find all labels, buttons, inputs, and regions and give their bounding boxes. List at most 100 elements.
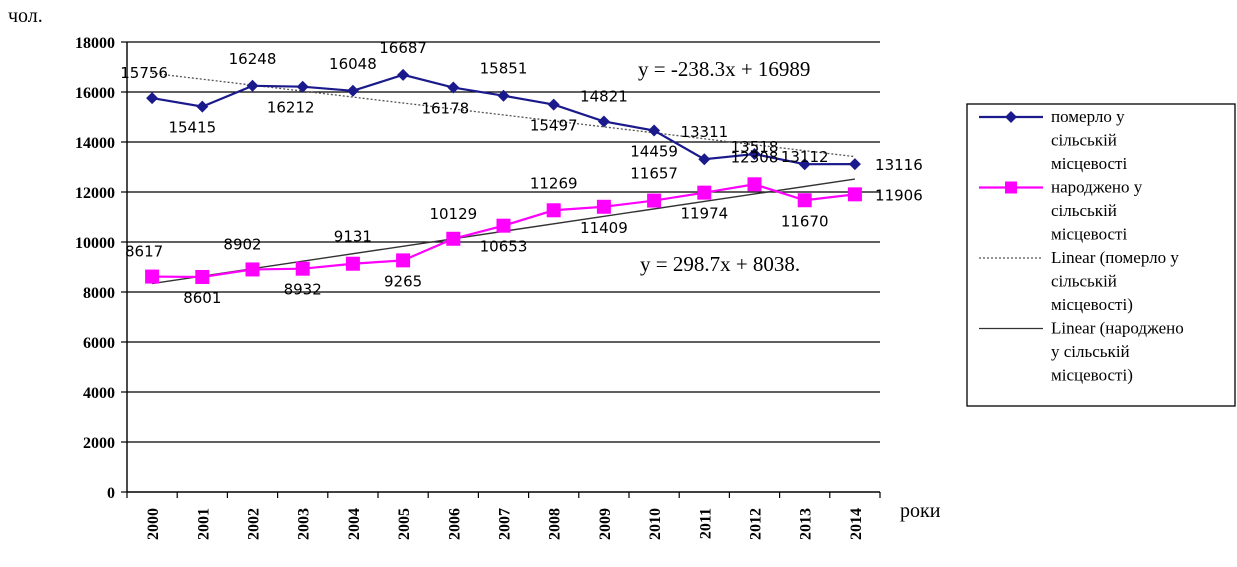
point-deaths <box>597 115 610 128</box>
point-deaths <box>246 79 259 92</box>
data-label-deaths: 15415 <box>168 119 216 137</box>
x-tick-label: 2004 <box>346 508 363 540</box>
data-label-deaths: 16178 <box>421 100 469 118</box>
data-label-births: 11670 <box>781 212 829 230</box>
point-births <box>797 193 812 208</box>
y-tick-label: 6000 <box>83 335 115 352</box>
legend-box <box>966 103 1236 407</box>
data-label-births: 11269 <box>530 174 578 192</box>
data-label-deaths: 13116 <box>875 156 923 174</box>
legend-label: у сільській <box>1051 342 1130 361</box>
point-deaths <box>196 100 209 113</box>
x-tick-label: 2007 <box>497 508 514 540</box>
data-label-births: 9265 <box>384 272 422 290</box>
data-label-births: 8601 <box>183 289 221 307</box>
point-deaths <box>346 84 359 97</box>
trend-equation-deaths: y = -238.3x + 16989 <box>638 57 810 81</box>
x-tick-label: 2008 <box>547 508 564 540</box>
x-tick-label: 2011 <box>697 508 714 539</box>
point-births <box>647 193 662 208</box>
point-births <box>245 262 260 277</box>
x-tick-label: 2000 <box>145 508 162 540</box>
axes: 0 2000 4000 6000 8000 10000 12000 14000 16000 180… <box>75 35 881 540</box>
point-births <box>446 231 461 246</box>
point-births <box>496 218 511 233</box>
point-deaths <box>648 124 661 137</box>
legend-label: померло у <box>1051 107 1125 126</box>
y-tick-label: 4000 <box>83 385 115 402</box>
data-label-deaths: 16687 <box>379 39 427 57</box>
point-births <box>747 177 762 192</box>
point-deaths <box>698 153 711 166</box>
trend-equation-births: y = 298.7x + 8038. <box>640 252 800 276</box>
data-label-births: 10129 <box>429 205 477 223</box>
x-tick-label: 2014 <box>848 508 865 540</box>
data-label-deaths: 13311 <box>680 123 728 141</box>
data-label-deaths: 13112 <box>781 148 829 166</box>
point-births <box>546 203 561 218</box>
point-deaths <box>146 92 159 105</box>
point-births <box>596 199 611 214</box>
point-deaths <box>798 158 811 171</box>
data-label-deaths: 14821 <box>580 87 628 105</box>
x-tick-label: 2002 <box>246 508 263 540</box>
data-label-deaths: 14459 <box>630 143 678 161</box>
data-label-deaths: 15851 <box>480 60 528 78</box>
x-tick-label: 2003 <box>296 508 313 540</box>
y-tick-label: 16000 <box>75 85 115 102</box>
y-axis-title: чол. <box>8 5 43 27</box>
point-deaths <box>848 158 861 171</box>
x-tick-label: 2012 <box>748 508 765 540</box>
x-tick-label: 2001 <box>195 508 212 540</box>
point-deaths <box>748 148 761 161</box>
data-label-births: 11409 <box>580 219 628 237</box>
data-label-deaths: 16212 <box>267 99 315 117</box>
y-tick-label: 0 <box>107 485 115 502</box>
legend-label: сільській <box>1051 272 1117 291</box>
point-deaths <box>296 80 309 93</box>
point-deaths <box>547 98 560 111</box>
point-deaths <box>397 68 410 81</box>
data-label-births: 8617 <box>125 243 163 261</box>
data-label-births: 10653 <box>480 238 528 256</box>
data-label-births: 12308 <box>731 148 779 166</box>
legend-marker-square <box>1005 181 1017 194</box>
data-label-deaths: 15497 <box>530 117 578 135</box>
data-label-births: 8932 <box>284 281 322 299</box>
legend-label: сільській <box>1051 201 1117 220</box>
point-deaths <box>447 81 460 94</box>
x-tick-label: 2006 <box>446 508 463 540</box>
y-tick-label: 8000 <box>83 285 115 302</box>
point-births <box>145 269 160 284</box>
point-births <box>847 187 862 202</box>
data-label-births: 9131 <box>334 228 372 246</box>
point-births <box>195 269 210 284</box>
grid <box>127 41 880 443</box>
point-births <box>396 253 411 268</box>
data-label-births: 11657 <box>630 165 678 183</box>
legend-label: Linear (померло у <box>1051 248 1179 267</box>
legend-label: місцевості) <box>1051 366 1133 385</box>
legend: померло у сільській місцевості народжено у с… <box>966 103 1236 407</box>
legend-label: народжено у <box>1051 178 1143 197</box>
series-layer <box>145 68 862 284</box>
legend-label: місцевості) <box>1051 295 1133 314</box>
data-label-deaths: 16048 <box>329 55 377 73</box>
y-tick-label: 14000 <box>75 135 115 152</box>
legend-label: місцевості <box>1051 154 1127 173</box>
data-label-deaths: 13518 <box>731 138 779 156</box>
y-tick-label: 10000 <box>75 235 115 252</box>
point-deaths <box>497 89 510 102</box>
x-tick-label: 2010 <box>647 508 664 540</box>
data-label-births: 11974 <box>680 205 728 223</box>
legend-label: сільській <box>1051 131 1117 150</box>
x-axis-title: роки <box>900 500 941 522</box>
x-tick-label: 2005 <box>396 508 413 540</box>
y-tick-label: 12000 <box>75 185 115 202</box>
point-births <box>697 185 712 200</box>
x-tick-label: 2013 <box>798 508 815 540</box>
data-label-births: 8902 <box>223 235 261 253</box>
data-label-births: 11906 <box>875 186 923 204</box>
y-tick-label: 18000 <box>75 35 115 52</box>
